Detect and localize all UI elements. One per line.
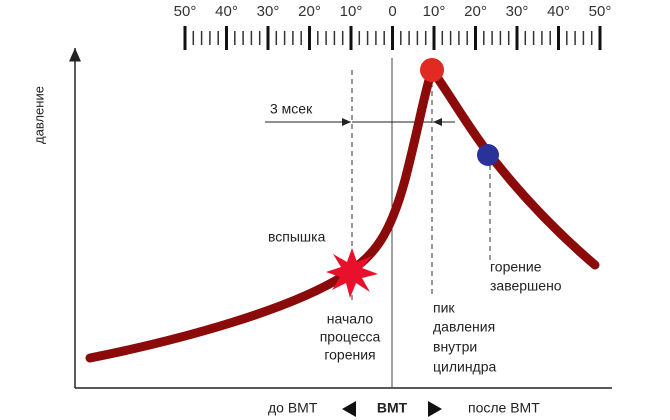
center-label: ВМТ (377, 400, 408, 416)
flash-burst (326, 248, 378, 298)
end-marker (477, 144, 499, 166)
peak-label: внутри (433, 339, 477, 355)
scale-label: 30° (257, 3, 280, 20)
right-arrow (428, 401, 442, 417)
scale-label: 40° (215, 3, 238, 20)
start-label: начало (327, 311, 374, 327)
scale-label: 30° (506, 3, 529, 20)
end-label: горение (490, 259, 542, 275)
scale-label: 40° (547, 3, 570, 20)
left-arrow (342, 401, 356, 417)
scale-label: 10° (340, 3, 363, 20)
peak-label: цилиндра (433, 359, 497, 375)
interval-label: 3 мсек (270, 101, 313, 117)
after-label: после ВМТ (468, 400, 540, 416)
end-label: завершено (490, 278, 562, 294)
scale-label: 0 (388, 3, 396, 20)
scale-label: 50° (174, 3, 197, 20)
pressure-curve (85, 60, 600, 363)
peak-marker (420, 58, 444, 82)
degree-ruler: 50° 40° 30° 20° 10° 0 10° 20° 30° 40° 50° (174, 3, 612, 50)
start-label: горения (324, 347, 375, 363)
peak-label: пик (433, 300, 455, 316)
scale-label: 10° (423, 3, 446, 20)
peak-label: давления (433, 319, 495, 335)
scale-label: 20° (464, 3, 487, 20)
flash-label: вспышка (268, 229, 326, 245)
scale-label: 50° (589, 3, 612, 20)
y-axis-label: давление (31, 86, 46, 144)
scale-label: 20° (298, 3, 321, 20)
start-label: процесса (320, 329, 381, 345)
before-label: до ВМТ (268, 400, 318, 416)
